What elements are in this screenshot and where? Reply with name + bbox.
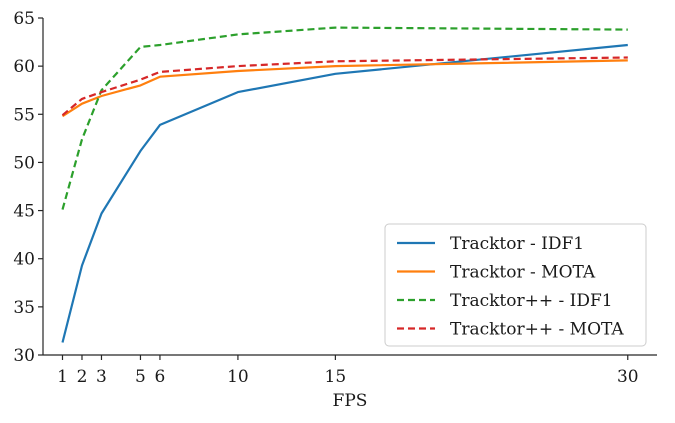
series-line-2 bbox=[61, 59, 628, 118]
y-tick-label: 50 bbox=[13, 153, 35, 173]
legend: Tracktor - IDF1 Tracktor - MOTA Tracktor++… bbox=[384, 223, 647, 347]
series-line-3 bbox=[61, 26, 628, 210]
x-tick-label: 2 bbox=[77, 367, 88, 387]
x-tick-label: 6 bbox=[155, 367, 166, 387]
legend-box bbox=[384, 223, 647, 347]
x-tick-label: 3 bbox=[96, 367, 107, 387]
series-line-4 bbox=[61, 56, 628, 117]
y-tick-label: 30 bbox=[13, 346, 35, 366]
y-tick-label: 35 bbox=[13, 298, 35, 318]
y-tick-label: 60 bbox=[13, 57, 35, 77]
x-tick-label: 1 bbox=[57, 367, 68, 387]
x-tick-label: 5 bbox=[135, 367, 146, 387]
legend-label: Tracktor++ - MOTA bbox=[450, 320, 624, 340]
legend-label: Tracktor - MOTA bbox=[450, 263, 596, 283]
y-tick-label: 65 bbox=[13, 9, 35, 29]
x-tick-label: 30 bbox=[617, 367, 639, 387]
x-tick-label: 15 bbox=[325, 367, 347, 387]
legend-label: Tracktor - IDF1 bbox=[450, 234, 584, 254]
series-line-1 bbox=[61, 43, 628, 343]
plot-area bbox=[61, 26, 628, 343]
y-tick-label: 40 bbox=[13, 250, 35, 270]
x-tick-label: 10 bbox=[227, 367, 249, 387]
y-tick-label: 45 bbox=[13, 202, 35, 222]
y-tick-label: 55 bbox=[13, 105, 35, 125]
x-axis-label: FPS bbox=[333, 391, 368, 411]
legend-label: Tracktor++ - IDF1 bbox=[450, 291, 613, 311]
